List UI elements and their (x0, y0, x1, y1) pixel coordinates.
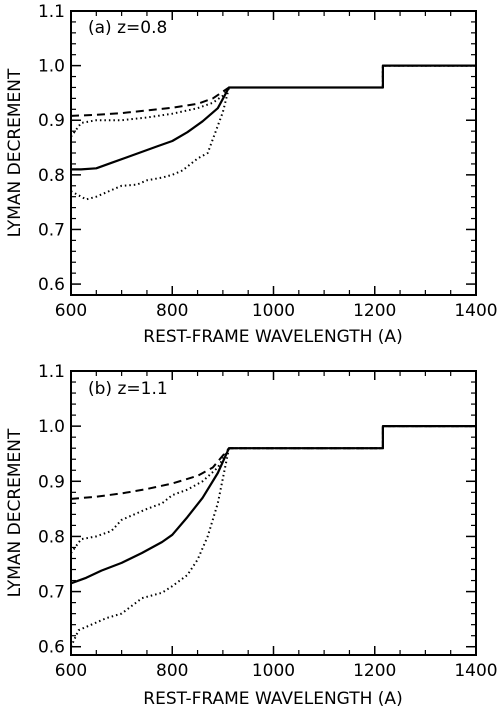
x-tick-label: 600 (55, 301, 87, 321)
y-tick-label: 0.9 (38, 472, 65, 492)
y-tick-label: 1.1 (38, 362, 65, 382)
x-ticks: 600 800 1000 1200 1400 (55, 371, 498, 681)
y-tick-label: 0.8 (38, 166, 65, 186)
y-tick-label: 1.1 (38, 2, 65, 22)
panel-label: (a) z=0.8 (88, 18, 167, 38)
y-axis-label: LYMAN DECREMENT (5, 68, 25, 237)
y-tick-label: 0.7 (38, 583, 65, 603)
panel-a: 600 800 1000 1200 1400 0.6 0.7 0.8 0.9 1.0 1.1 (a… (5, 2, 498, 347)
series-group (70, 425, 476, 648)
x-tick-label: 1200 (353, 301, 396, 321)
y-tick-label: 0.7 (38, 220, 65, 240)
x-tick-label: 600 (55, 661, 87, 681)
x-tick-label: 1000 (252, 301, 295, 321)
series-line-dashed (70, 64, 476, 117)
y-tick-label: 0.6 (38, 275, 65, 295)
x-axis-label: REST-FRAME WAVELENGTH (A) (143, 327, 402, 347)
x-ticks: 600 800 1000 1200 1400 (55, 11, 498, 321)
panel-label: (b) z=1.1 (88, 379, 168, 399)
x-tick-label: 1400 (454, 661, 497, 681)
x-tick-label: 1400 (454, 301, 497, 321)
panel-b: 600 800 1000 1200 1400 0.6 0.7 0.8 0.9 1.0 1.1 (b… (5, 362, 498, 709)
y-tick-label: 1.0 (38, 57, 65, 77)
series-group (70, 64, 476, 201)
series-line-dotted (70, 64, 476, 138)
x-tick-label: 1000 (252, 661, 295, 681)
x-tick-label: 800 (156, 301, 188, 321)
y-tick-label: 0.9 (38, 111, 65, 131)
y-tick-label: 1.0 (38, 417, 65, 437)
y-axis-label: LYMAN DECREMENT (5, 428, 25, 597)
series-line-dotted (70, 64, 476, 201)
y-tick-label: 0.8 (38, 527, 65, 547)
x-tick-label: 800 (156, 661, 188, 681)
x-tick-label: 1200 (353, 661, 396, 681)
y-ticks: 0.6 0.7 0.8 0.9 1.0 1.1 (38, 362, 476, 658)
y-tick-label: 0.6 (38, 638, 65, 658)
x-axis-label: REST-FRAME WAVELENGTH (A) (143, 689, 402, 709)
